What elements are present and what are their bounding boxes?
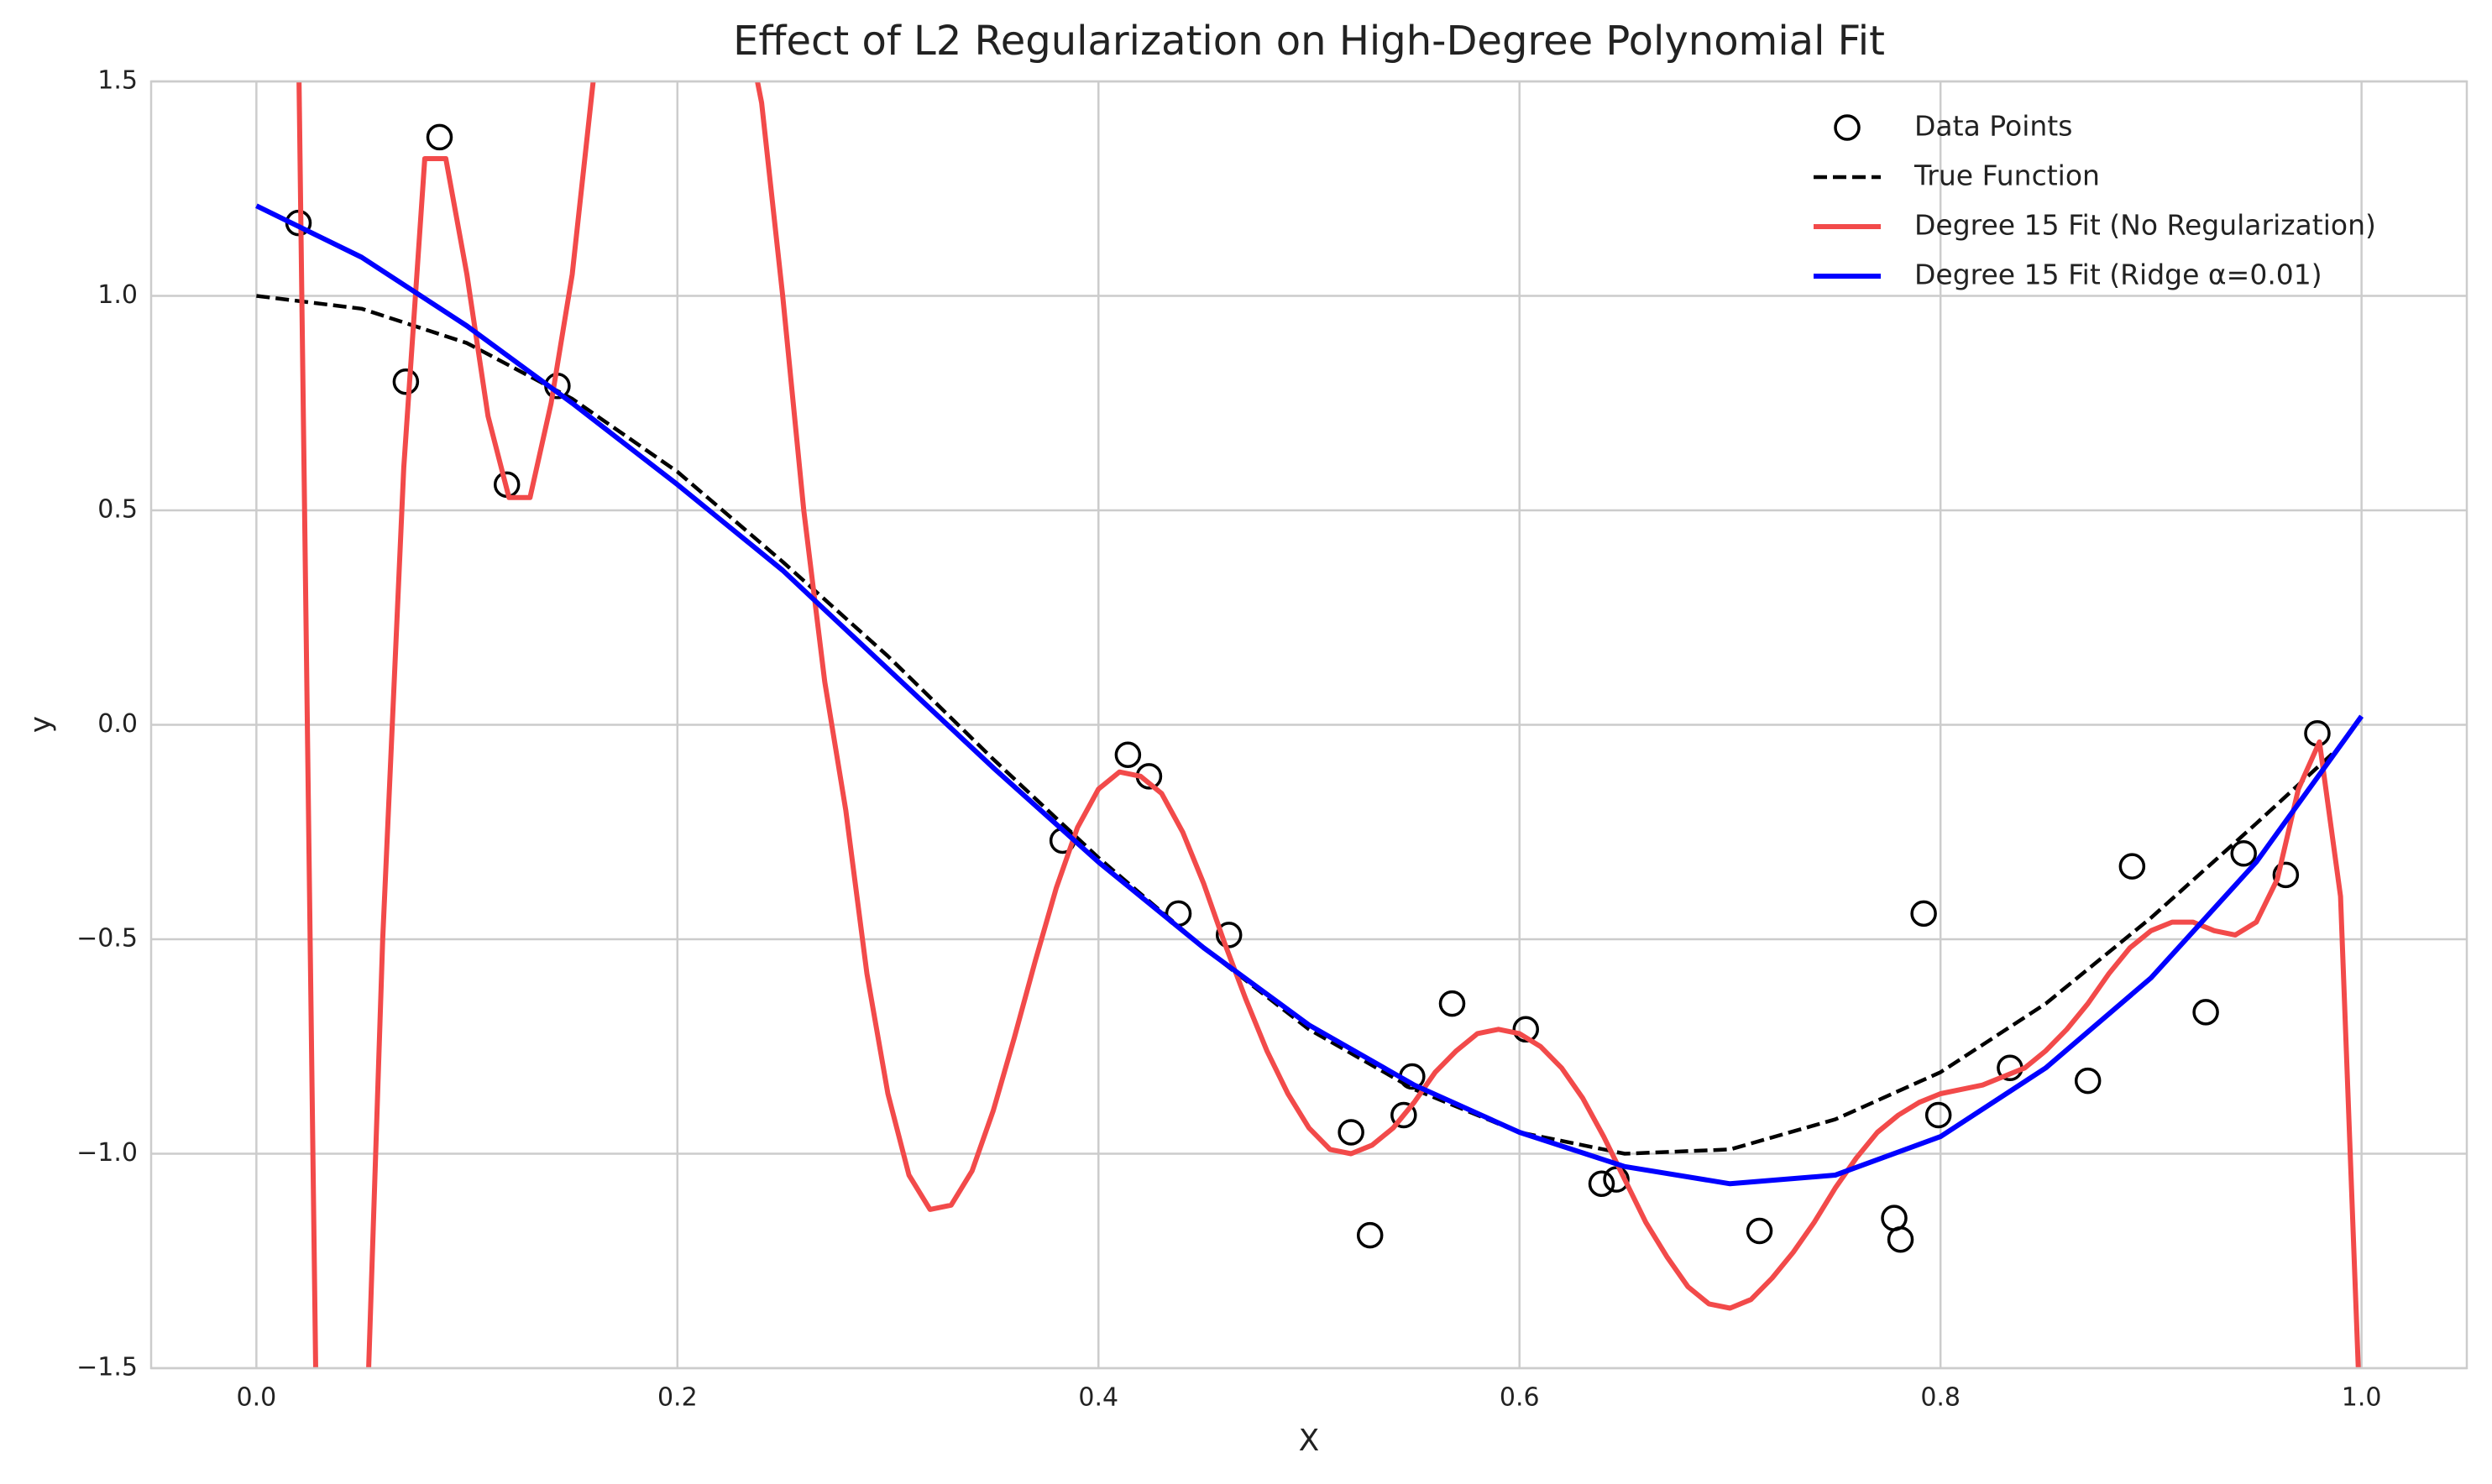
legend-label: Degree 15 Fit (No Regularization) [1914, 209, 2376, 242]
y-tick-label: −1.5 [76, 1353, 138, 1382]
data-point [1910, 900, 1937, 928]
x-tick-label: 1.0 [2342, 1383, 2382, 1413]
data-point [1924, 1101, 1952, 1129]
data-point [1215, 922, 1243, 948]
data-point [1588, 1170, 1615, 1198]
y-tick-label: −1.0 [76, 1138, 138, 1168]
y-axis-label: y [24, 716, 58, 733]
data-point [2272, 861, 2300, 889]
x-tick-label: 0.4 [1078, 1383, 1118, 1413]
data-point [1338, 1119, 1364, 1146]
x-tick-label: 0.8 [1920, 1383, 1961, 1413]
legend-marker [1834, 114, 1861, 141]
data-point [2118, 853, 2146, 880]
axes-frame [149, 80, 2468, 1370]
data-point [426, 123, 453, 151]
y-tick-label: 1.0 [97, 280, 138, 310]
y-tick-label: −0.5 [76, 924, 138, 954]
legend: Data Points True Function Degree 15 Fit (N… [1814, 110, 2376, 291]
line [256, 294, 2343, 1156]
data-point [1438, 990, 1466, 1017]
x-axis-label: X [1299, 1424, 1320, 1458]
data-point [392, 368, 420, 395]
chart-title: Effect of L2 Regularization on High-Degr… [733, 18, 1885, 65]
data-point [1356, 1221, 1384, 1249]
data-point [1390, 1101, 1417, 1129]
legend-label: True Function [1914, 159, 2100, 192]
legend-label: Data Points [1914, 110, 2072, 143]
line [296, 81, 2361, 1368]
data-point [1512, 1016, 1539, 1043]
data-point [1887, 1225, 1914, 1253]
data-point [2192, 999, 2219, 1026]
data-point [2230, 840, 2257, 867]
plot-area [255, 81, 2364, 1368]
x-tick-label: 0.2 [657, 1383, 698, 1413]
legend-label: Degree 15 Fit (Ridge α=0.01) [1914, 259, 2322, 291]
x-tick-label: 0.0 [237, 1383, 277, 1413]
y-tick-label: 0.5 [97, 495, 138, 525]
data-point [1114, 741, 1142, 769]
y-tick-label: 0.0 [97, 709, 138, 739]
data-point [1881, 1204, 1908, 1231]
y-tick-label: 1.5 [97, 66, 138, 96]
line [255, 203, 2364, 1187]
data-point [1746, 1217, 1773, 1245]
x-tick-label: 0.6 [1500, 1383, 1540, 1413]
data-point [2074, 1067, 2102, 1095]
